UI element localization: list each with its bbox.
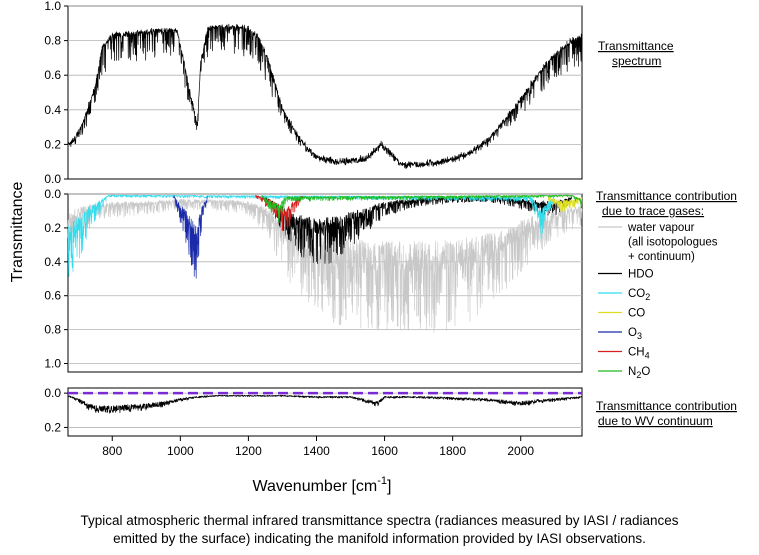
legend-label: O3 [628, 327, 642, 341]
panel-1-y-ticks: 0.0 0.2 0.4 0.6 0.8 1.0 [44, 0, 68, 186]
y-tick-label: 0.4 [44, 103, 61, 117]
caption-line-1: Typical atmospheric thermal infrared tra… [80, 513, 679, 528]
x-tick-label: 1600 [371, 444, 398, 458]
x-tick-label: 1000 [167, 444, 194, 458]
legend-1-line-1: Transmittance [598, 39, 674, 53]
series-line [265, 196, 572, 264]
x-tick-label: 1400 [303, 444, 330, 458]
legend-item-hdo: HDO [598, 269, 654, 281]
x-axis-title: Wavenumber [cm-1] [252, 475, 391, 495]
series-wv-continuum [67, 394, 583, 414]
x-tick-label: 1800 [439, 444, 466, 458]
legend-1-line-2: spectrum [612, 54, 661, 68]
legend-panel-2: Transmittance contribution due to trace … [596, 189, 737, 380]
panel-2-series [67, 194, 583, 333]
panel-wv-continuum: 0.0 0.2 800 1000 1200 1400 1600 1800 2000 [44, 386, 583, 458]
series-co2 [67, 194, 555, 277]
y-tick-label: 0.8 [44, 34, 61, 48]
series-line [67, 394, 583, 414]
y-tick-label: 0.8 [44, 323, 61, 337]
caption-line-2: emitted by the surface) indicating the m… [113, 531, 646, 546]
legend-2-line-1: Transmittance contribution [596, 189, 737, 203]
legend-3-line-1: Transmittance contribution [596, 399, 737, 413]
series-transmittance-spectrum [67, 23, 583, 169]
x-tick-label: 1200 [235, 444, 262, 458]
panel-2-y-ticks: 0.0 0.2 0.4 0.6 0.8 1.0 [44, 187, 68, 371]
y-tick-label: 0.6 [44, 68, 61, 82]
y-tick-label: 0.0 [44, 172, 61, 186]
legend-label: water vapour (all isotopologues + continuu… [627, 222, 718, 263]
y-tick-label: 1.0 [44, 0, 61, 13]
y-tick-label: 1.0 [44, 357, 61, 371]
legend-item-co: CO [598, 308, 645, 320]
legend-panel-3: Transmittance contribution due to WV con… [596, 399, 737, 428]
series-line [67, 198, 583, 333]
y-tick-label: 0.0 [44, 187, 61, 201]
panel-3-y-ticks: 0.0 0.2 [44, 386, 68, 434]
legend-3-line-2: due to WV continuum [598, 414, 713, 428]
x-tick-label: 2000 [507, 444, 534, 458]
legend-label: HDO [628, 269, 654, 281]
series-co [547, 196, 583, 212]
series-line [67, 194, 555, 277]
y-tick-label: 0.2 [44, 420, 61, 434]
legend-item-ch4: CH4 [598, 347, 650, 361]
legend-2-line-2: due to trace gases: [602, 204, 704, 218]
legend-2-items: water vapour (all isotopologues + continuu… [598, 222, 718, 380]
legend-label: N2O [628, 366, 650, 380]
panel-3-series [67, 391, 583, 414]
transmittance-figure: 0.0 0.2 0.4 0.6 0.8 1.0 0.0 0.2 0.4 0.6 0.8 1.0 0.… [9, 0, 737, 495]
series-line [547, 196, 583, 212]
legend-item-co2: CO2 [598, 288, 650, 302]
legend-item-n2o: N2O [598, 366, 650, 380]
x-axis-ticks: 800 1000 1200 1400 1600 1800 2000 [102, 436, 534, 458]
panel-1-frame [67, 5, 583, 180]
legend-label: CO [628, 308, 645, 320]
series-water-vapour [67, 198, 583, 333]
series-line [173, 195, 208, 279]
legend-panel-1: Transmittance spectrum [598, 39, 674, 68]
panel-3-frame [67, 387, 583, 437]
legend-item-water-vapour: water vapour (all isotopologues + continuu… [598, 222, 718, 263]
y-tick-label: 0.2 [44, 221, 61, 235]
panel-1-series [67, 23, 583, 169]
x-tick-label: 800 [102, 444, 122, 458]
panel-1-grid [68, 5, 582, 145]
legend-item-o3: O3 [598, 327, 642, 341]
series-o3 [173, 195, 208, 279]
legend-label: CH4 [628, 347, 650, 361]
figure-caption: Typical atmospheric thermal infrared tra… [0, 512, 759, 548]
panel-trace-gases: 0.0 0.2 0.4 0.6 0.8 1.0 [44, 187, 583, 373]
series-line [67, 23, 583, 169]
series-hdo [265, 196, 572, 264]
y-tick-label: 0.6 [44, 289, 61, 303]
y-axis-title: Transmittance [9, 182, 26, 283]
series-line [261, 194, 583, 223]
series-n2o [261, 194, 583, 223]
legend-label: CO2 [628, 288, 650, 302]
panel-transmittance-spectrum: 0.0 0.2 0.4 0.6 0.8 1.0 [44, 0, 583, 186]
y-tick-label: 0.0 [44, 386, 61, 400]
y-tick-label: 0.2 [44, 137, 61, 151]
y-tick-label: 0.4 [44, 255, 61, 269]
